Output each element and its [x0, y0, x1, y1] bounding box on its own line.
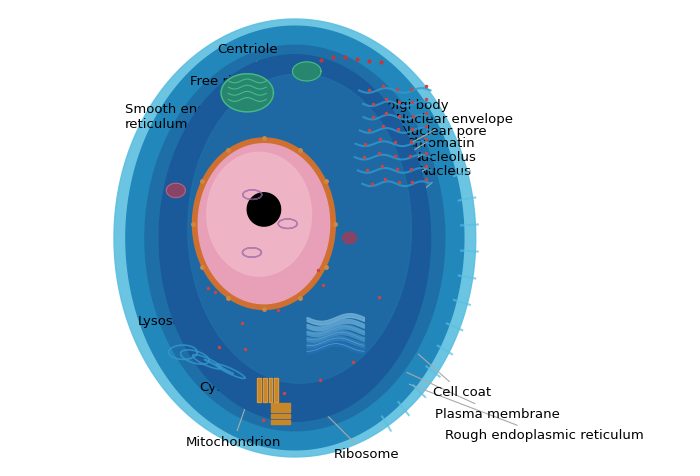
- Text: Centriole: Centriole: [217, 43, 278, 74]
- Text: Rough endoplasmic reticulum: Rough endoplasmic reticulum: [410, 384, 643, 442]
- Polygon shape: [247, 193, 281, 226]
- Text: Nucleus: Nucleus: [347, 165, 472, 255]
- Text: Ribosome: Ribosome: [328, 416, 399, 461]
- Polygon shape: [269, 378, 272, 402]
- Text: Plasma membrane: Plasma membrane: [407, 372, 560, 421]
- Text: Smooth endoplasmic
reticulum: Smooth endoplasmic reticulum: [125, 103, 265, 130]
- Polygon shape: [198, 144, 330, 304]
- Polygon shape: [159, 55, 430, 421]
- Text: Cell coat: Cell coat: [419, 354, 491, 399]
- Text: Nuclear pore: Nuclear pore: [323, 125, 486, 208]
- Polygon shape: [145, 45, 444, 431]
- Text: Nuclear envelope: Nuclear envelope: [328, 112, 513, 189]
- Text: Lysosome: Lysosome: [138, 293, 203, 328]
- Polygon shape: [271, 420, 290, 424]
- Polygon shape: [193, 138, 335, 309]
- Polygon shape: [271, 403, 290, 407]
- Polygon shape: [342, 232, 357, 244]
- Text: Mitochondrion: Mitochondrion: [186, 398, 281, 449]
- Text: Free ribosome: Free ribosome: [190, 75, 285, 89]
- Polygon shape: [293, 62, 321, 81]
- Text: Nucleolus: Nucleolus: [276, 150, 477, 268]
- Text: Cytoplasm: Cytoplasm: [199, 348, 270, 395]
- Text: Golgi body: Golgi body: [338, 99, 449, 141]
- Polygon shape: [114, 19, 476, 457]
- Polygon shape: [221, 74, 274, 112]
- Polygon shape: [263, 378, 267, 402]
- Polygon shape: [271, 414, 290, 418]
- Polygon shape: [126, 26, 464, 450]
- Polygon shape: [167, 183, 186, 198]
- Polygon shape: [271, 408, 290, 412]
- Polygon shape: [274, 378, 278, 402]
- Polygon shape: [258, 378, 261, 402]
- Polygon shape: [206, 152, 312, 276]
- Polygon shape: [188, 74, 412, 383]
- Text: Chromatin: Chromatin: [295, 137, 475, 232]
